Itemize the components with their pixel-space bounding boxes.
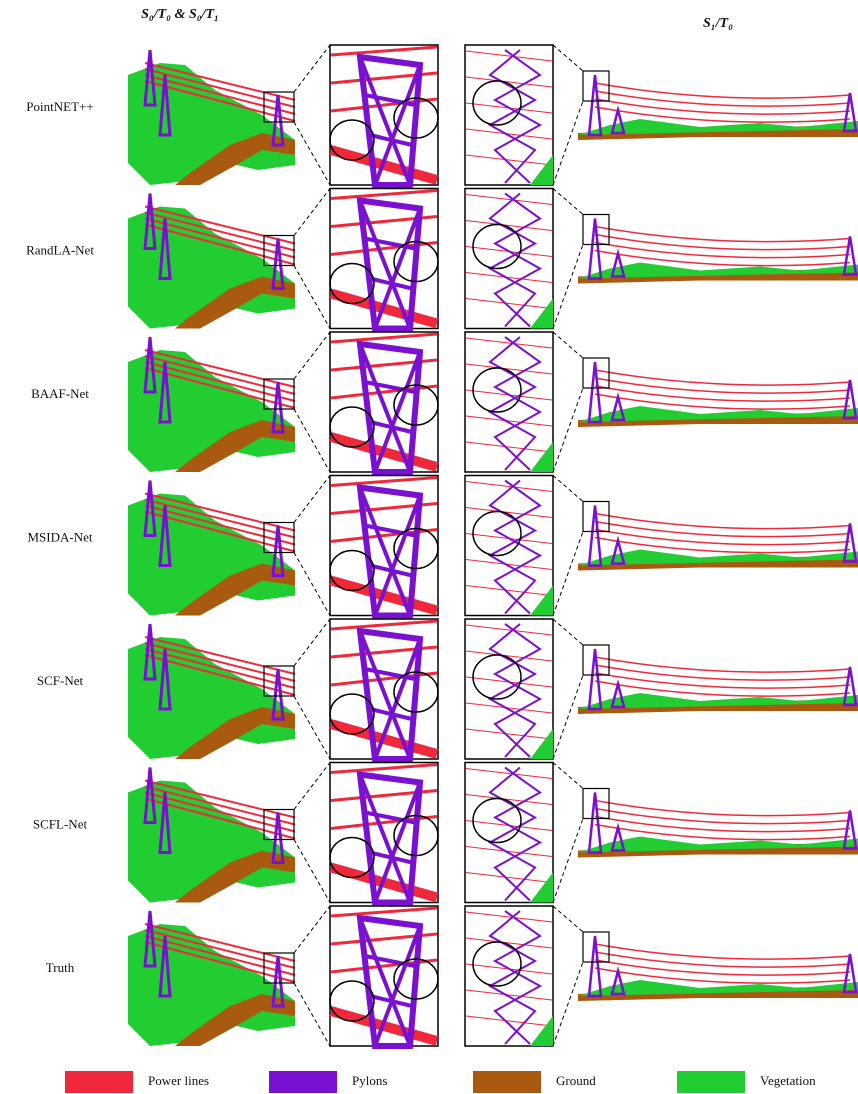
zoom-link bbox=[553, 101, 583, 185]
row-label: SCF-Net bbox=[37, 673, 84, 688]
column-header: S₀/T₀ & S₀/T₁ bbox=[141, 7, 219, 22]
legend-swatch bbox=[677, 1071, 745, 1093]
zoom-link bbox=[294, 476, 330, 523]
row-label: RandLA-Net bbox=[26, 242, 94, 257]
zoom-link bbox=[294, 332, 330, 379]
legend-label: Power lines bbox=[148, 1073, 209, 1088]
row: Truth bbox=[46, 906, 858, 1046]
power-line bbox=[595, 378, 850, 393]
power-line bbox=[595, 657, 850, 672]
power-line bbox=[595, 243, 850, 258]
zoom-link bbox=[553, 962, 583, 1046]
power-line bbox=[595, 370, 850, 385]
zoom-link bbox=[553, 906, 583, 932]
zoom-link bbox=[553, 189, 583, 215]
row-label: Truth bbox=[46, 960, 75, 975]
row: PointNET++ bbox=[26, 45, 858, 185]
legend-swatch bbox=[65, 1071, 133, 1093]
zoom-link bbox=[294, 553, 330, 616]
row-label: PointNET++ bbox=[26, 99, 93, 114]
zoom-link bbox=[294, 266, 330, 329]
zoom-link bbox=[553, 332, 583, 358]
power-line bbox=[595, 952, 850, 967]
legend-swatch bbox=[269, 1071, 337, 1093]
power-line bbox=[595, 809, 850, 824]
row: SCFL-Net bbox=[33, 763, 858, 903]
zoom-link bbox=[294, 696, 330, 759]
row: RandLA-Net bbox=[26, 189, 858, 329]
legend-swatch bbox=[473, 1071, 541, 1093]
zoom-link bbox=[553, 532, 583, 616]
zoom-link bbox=[294, 906, 330, 953]
power-line bbox=[595, 960, 850, 975]
zoom-link bbox=[553, 675, 583, 759]
power-line bbox=[595, 825, 850, 840]
column-header: S₁/T₀ bbox=[703, 16, 733, 31]
zoom-link bbox=[294, 409, 330, 472]
power-line bbox=[595, 235, 850, 250]
power-line bbox=[595, 386, 850, 401]
power-line bbox=[595, 107, 850, 122]
zoom-link bbox=[553, 763, 583, 789]
zoom-link bbox=[294, 189, 330, 236]
legend-label: Pylons bbox=[352, 1073, 387, 1088]
zoom-link bbox=[553, 819, 583, 903]
zoom-link bbox=[294, 122, 330, 185]
figure: S₀/T₀ & S₀/T₁ S₁/T₀ PointNET++ RandLA-Net… bbox=[0, 0, 858, 1094]
zoom-link bbox=[553, 476, 583, 502]
power-line bbox=[595, 83, 850, 98]
row: SCF-Net bbox=[37, 619, 858, 759]
power-line bbox=[595, 91, 850, 106]
power-line bbox=[595, 801, 850, 816]
zoom-link bbox=[553, 245, 583, 329]
zoom-link bbox=[553, 45, 583, 71]
power-line bbox=[595, 251, 850, 266]
power-line bbox=[595, 530, 850, 545]
power-line bbox=[595, 665, 850, 680]
row-label: MSIDA-Net bbox=[28, 529, 93, 544]
legend-label: Vegetation bbox=[760, 1073, 816, 1088]
zoom-link bbox=[294, 763, 330, 810]
power-line bbox=[595, 968, 850, 983]
zoom-link bbox=[294, 983, 330, 1046]
power-line bbox=[595, 99, 850, 114]
power-line bbox=[595, 227, 850, 242]
zoom-link bbox=[553, 619, 583, 645]
row: BAAF-Net bbox=[31, 332, 858, 472]
power-line bbox=[595, 944, 850, 959]
row: MSIDA-Net bbox=[28, 476, 858, 616]
row-label: BAAF-Net bbox=[31, 386, 89, 401]
zoom-link bbox=[294, 45, 330, 92]
row-label: SCFL-Net bbox=[33, 816, 88, 831]
legend-label: Ground bbox=[556, 1073, 596, 1088]
power-line bbox=[595, 522, 850, 537]
power-line bbox=[595, 394, 850, 409]
zoom-link bbox=[294, 619, 330, 666]
power-line bbox=[595, 538, 850, 553]
power-line bbox=[595, 681, 850, 696]
power-line bbox=[595, 673, 850, 688]
zoom-link bbox=[553, 388, 583, 472]
power-line bbox=[595, 817, 850, 832]
power-line bbox=[595, 514, 850, 529]
zoom-link bbox=[294, 840, 330, 903]
